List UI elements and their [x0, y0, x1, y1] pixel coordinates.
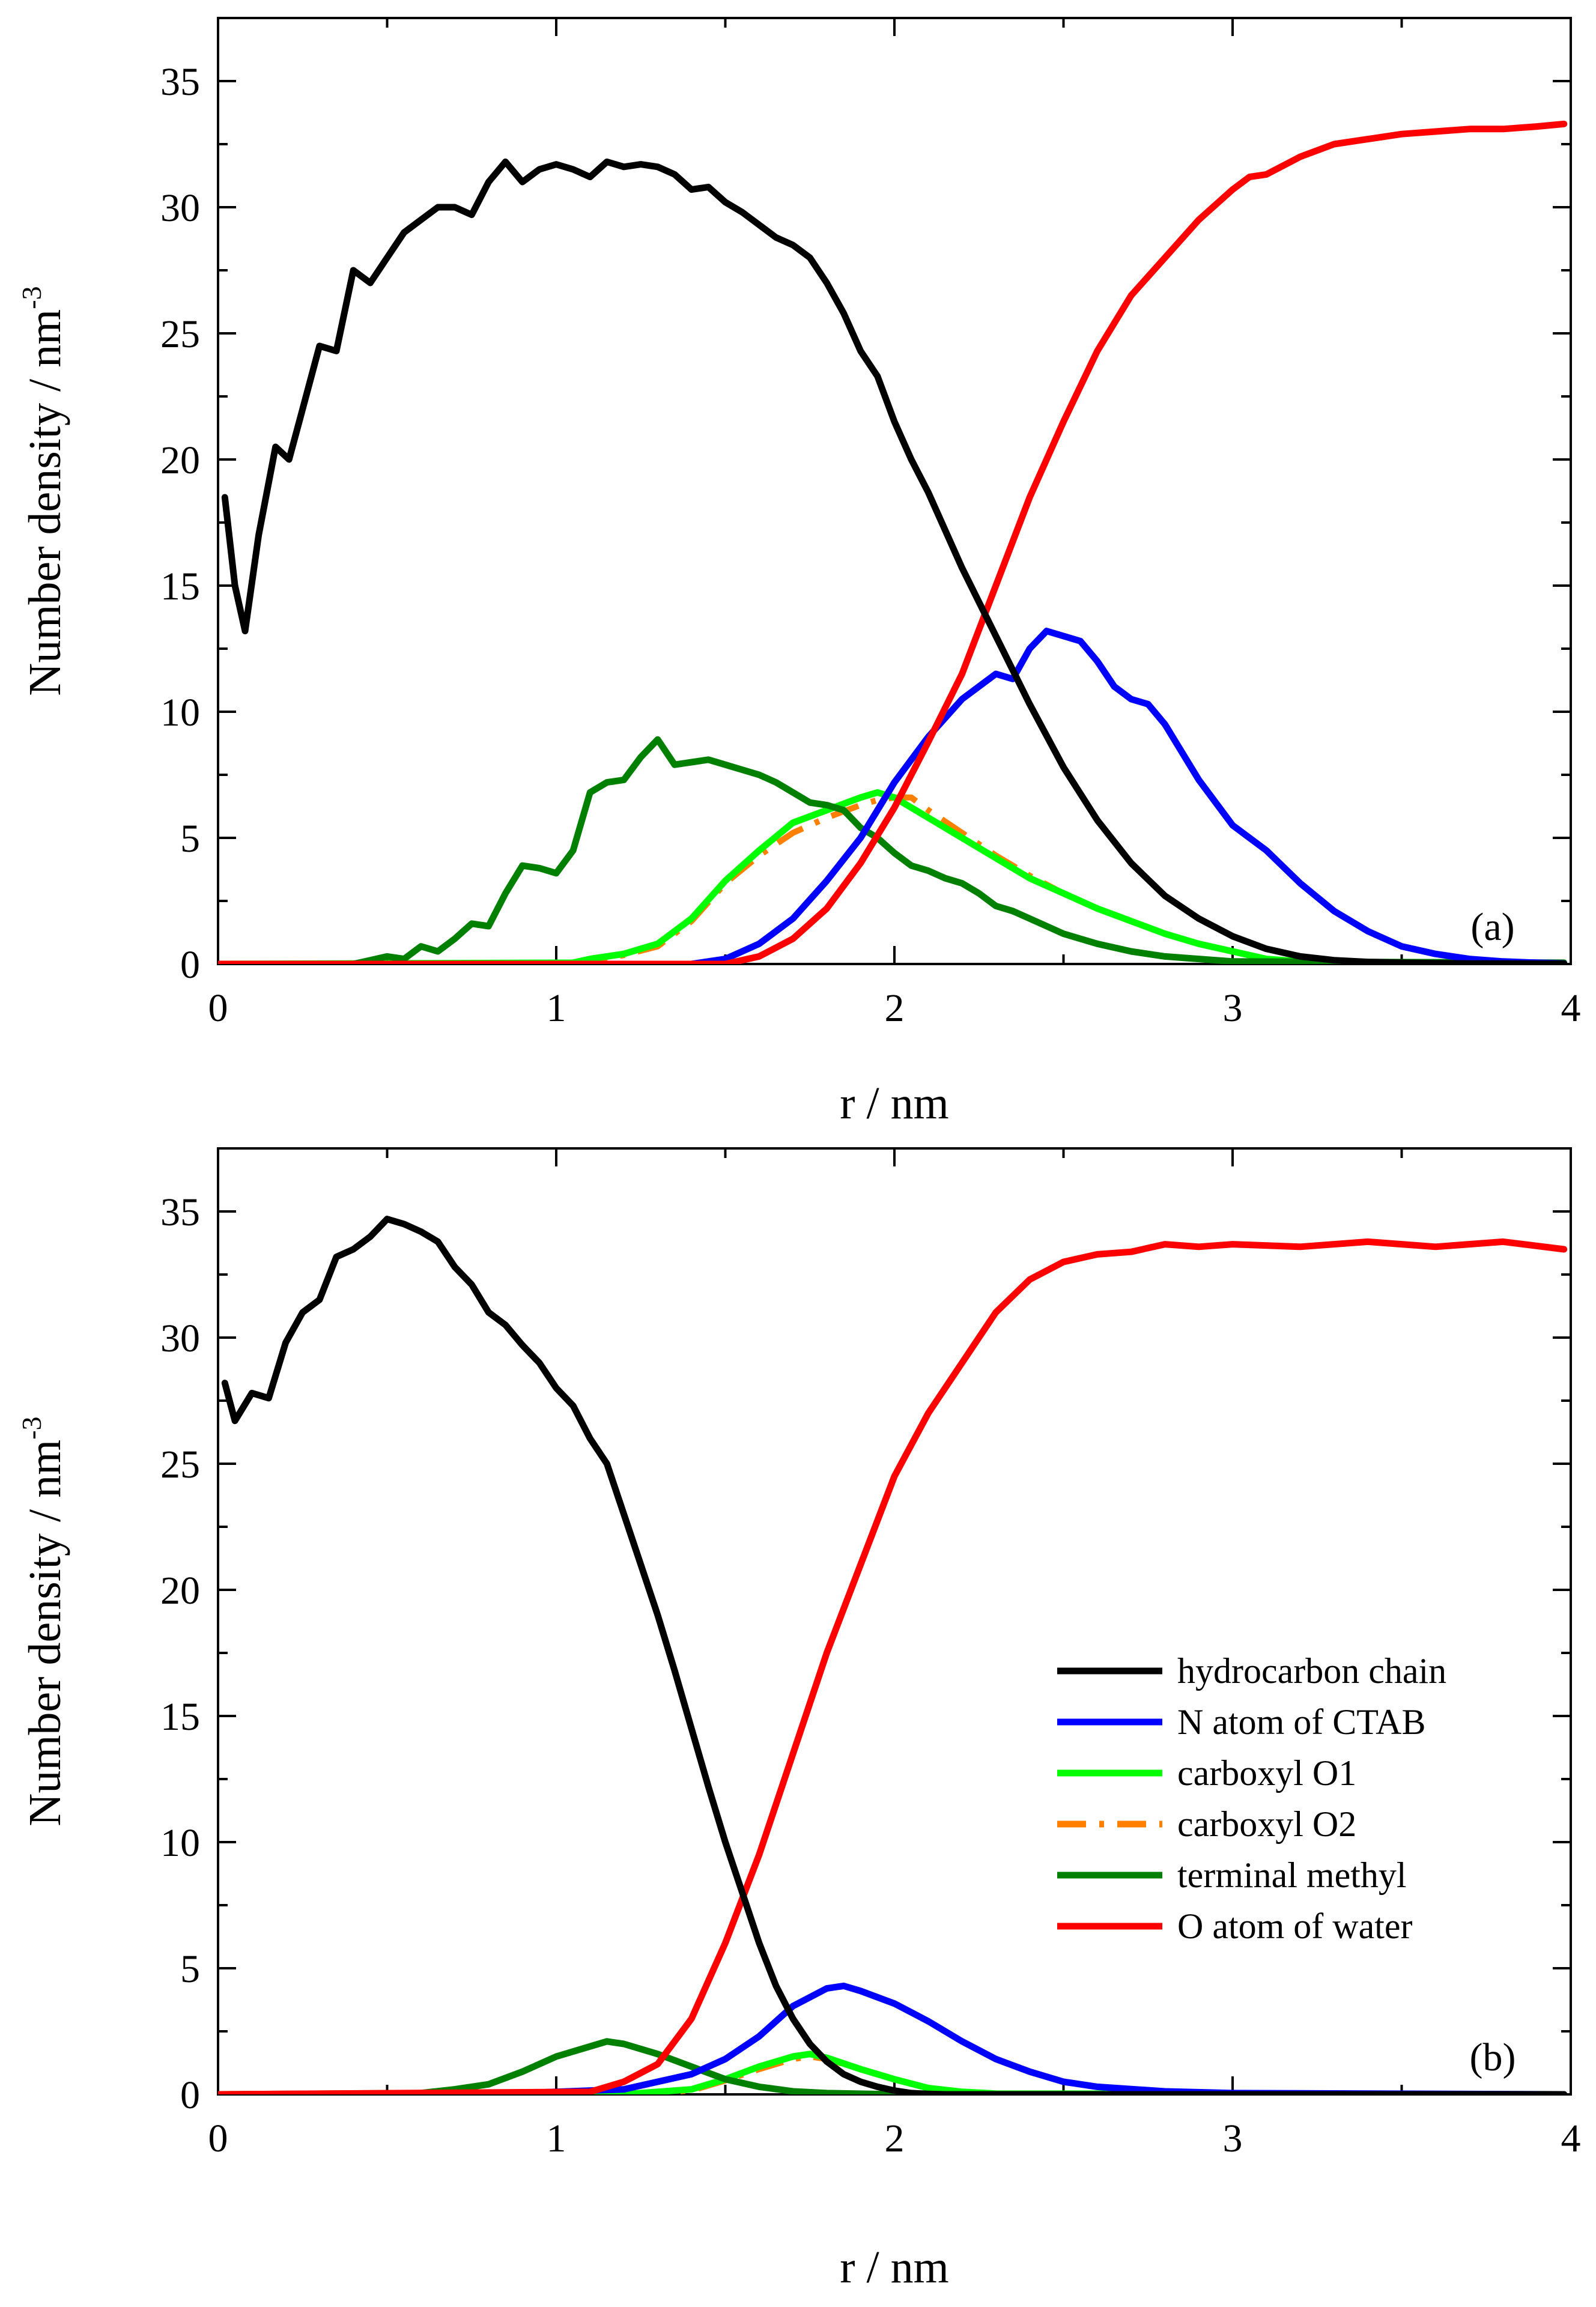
series-line-o1 [218, 789, 1568, 964]
y-tick-label: 15 [160, 565, 200, 608]
y-tick-label: 15 [160, 1695, 200, 1739]
plot-frame [217, 17, 1572, 965]
y-axis-title-superscript: -3 [16, 1416, 47, 1439]
y-tick-label: 30 [160, 186, 200, 230]
x-tick-label: 0 [208, 986, 228, 1030]
y-tick-label: 20 [160, 438, 200, 482]
y-tick-label: 35 [160, 1190, 200, 1234]
legend-label-hc: hydrocarbon chain [1177, 1651, 1446, 1691]
panel-b: 0 1 2 3 4 0 5 10 15 20 25 30 35 r / nm Number density … [16, 1147, 1581, 2293]
y-tick-label: 30 [160, 1317, 200, 1360]
series-line-hc [221, 1216, 1568, 2094]
y-axis-title: Number density / nm-3 [16, 1416, 70, 1826]
x-axis-title: r / nm [840, 1078, 949, 1129]
y-tick-label: 10 [160, 1821, 200, 1865]
y-tick-label: 5 [180, 817, 200, 861]
plot-frame [217, 1147, 1572, 2096]
panel-label: (b) [1470, 2036, 1516, 2079]
x-axis-title: r / nm [840, 2242, 949, 2293]
legend-label-o1: carboxyl O1 [1177, 1753, 1356, 1793]
x-tick-label: 3 [1223, 2117, 1243, 2160]
x-tick-label: 2 [885, 2117, 905, 2160]
legend-label-me: terminal methyl [1177, 1855, 1407, 1895]
x-tick-label: 4 [1561, 2117, 1581, 2160]
series-group [218, 1216, 1568, 2094]
x-tick-label: 1 [547, 986, 566, 1030]
y-tick-label: 10 [160, 691, 200, 735]
legend-label-o2: carboxyl O2 [1177, 1804, 1356, 1844]
y-tick-label: 0 [180, 943, 200, 987]
x-tick-label: 3 [1223, 986, 1243, 1030]
y-tick-label: 0 [180, 2073, 200, 2117]
series-line-me [218, 2038, 1568, 2094]
x-tick-label: 4 [1561, 986, 1581, 1030]
y-tick-label: 20 [160, 1569, 200, 1613]
series-line-ow [218, 120, 1568, 964]
y-axis-title-main: Number density / nm [20, 309, 70, 696]
y-axis-title: Number density / nm-3 [16, 286, 70, 696]
series-line-n [218, 1982, 1568, 2094]
y-tick-label: 35 [160, 60, 200, 104]
y-tick-label: 25 [160, 312, 200, 356]
x-tick-label: 0 [208, 2117, 228, 2160]
series-line-me [218, 736, 1568, 964]
legend-label-n: N atom of CTAB [1177, 1702, 1426, 1742]
series-group [218, 120, 1568, 964]
legend-label-ow: O atom of water [1177, 1906, 1413, 1946]
series-line-hc [221, 158, 1568, 964]
series-line-n [218, 628, 1568, 964]
x-tick-label: 2 [885, 986, 905, 1030]
y-tick-label: 5 [180, 1947, 200, 1991]
y-axis-title-main: Number density / nm [20, 1440, 70, 1827]
panel-a: 0 1 2 3 4 0 5 10 15 20 25 30 35 r / nm Number density … [16, 17, 1581, 1129]
legend: hydrocarbon chain N atom of CTAB carboxyl … [1057, 1651, 1446, 1946]
series-line-ow [218, 1238, 1568, 2094]
y-axis-title-superscript: -3 [16, 286, 47, 309]
x-tick-label: 1 [547, 2117, 566, 2160]
panel-label: (a) [1470, 905, 1514, 949]
series-line-o2 [218, 794, 1564, 964]
y-tick-label: 25 [160, 1443, 200, 1487]
